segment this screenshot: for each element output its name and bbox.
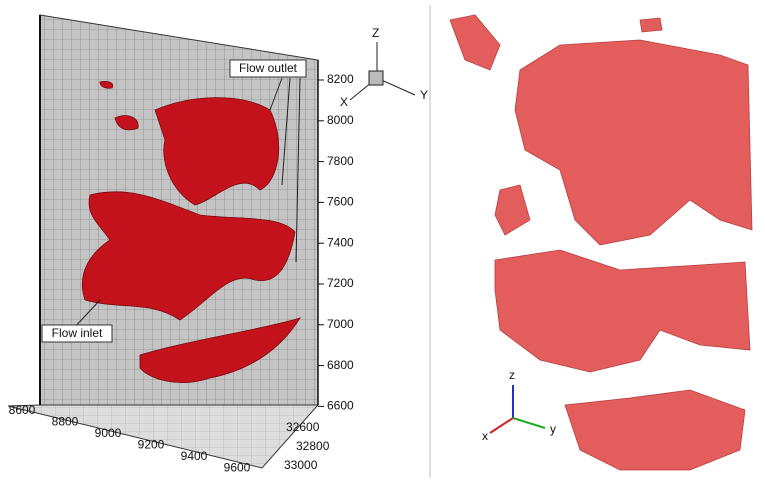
z-tick-label: 8200 xyxy=(327,72,354,86)
annotation: Flow inlet xyxy=(52,326,103,340)
triad xyxy=(350,42,415,100)
z-tick-label: 7400 xyxy=(327,235,354,249)
triad-label: x xyxy=(482,429,488,443)
annotation: Flow outlet xyxy=(239,61,298,75)
x-tick-label: 8600 xyxy=(9,403,36,417)
z-tick-label: 7200 xyxy=(327,276,354,290)
triad-label: Y xyxy=(420,88,428,102)
x-tick-label: 9000 xyxy=(95,426,122,440)
x-tick-label: 8800 xyxy=(52,415,79,429)
y-tick-label: 33000 xyxy=(284,458,318,472)
z-tick-label: 7000 xyxy=(327,317,354,331)
y-tick-label: 32800 xyxy=(296,439,330,453)
triad-label: Z xyxy=(372,26,379,40)
z-tick-label: 8000 xyxy=(327,113,354,127)
figure: Flow outlet Flow inlet Z Y X z y x 8200 8… xyxy=(0,0,765,482)
voxel-plume xyxy=(450,15,752,470)
triad-label: z xyxy=(509,368,515,382)
z-tick-label: 7600 xyxy=(327,195,354,209)
x-tick-label: 9200 xyxy=(138,438,165,452)
x-tick-label: 9400 xyxy=(181,449,208,463)
x-tick-label: 9600 xyxy=(224,461,251,475)
z-tick-label: 6600 xyxy=(327,399,354,413)
z-tick-label: 6800 xyxy=(327,358,354,372)
y-tick-label: 32600 xyxy=(286,420,320,434)
triad-label: X xyxy=(340,95,348,109)
triad-label: y xyxy=(550,422,556,436)
left-plot: Flow outlet Flow inlet Z Y X xyxy=(8,15,428,468)
z-tick-label: 7800 xyxy=(327,154,354,168)
axes-triad xyxy=(490,385,545,433)
